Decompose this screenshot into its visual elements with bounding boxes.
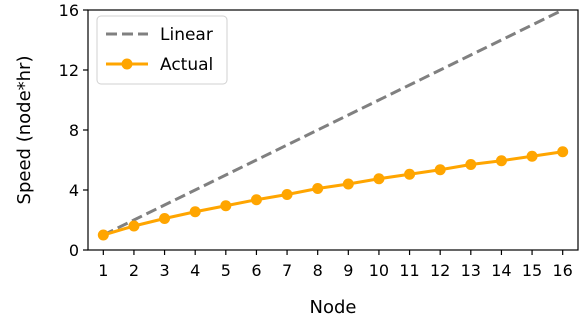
data-point-actual	[526, 150, 538, 162]
x-tick-label: 6	[251, 261, 261, 280]
x-tick-label: 9	[343, 261, 353, 280]
data-point-actual	[220, 200, 232, 212]
y-tick-label: 16	[59, 1, 79, 20]
series-line-linear	[102, 8, 564, 237]
y-tick-label: 4	[69, 181, 79, 200]
x-tick-label: 13	[461, 261, 481, 280]
data-point-actual	[557, 146, 569, 158]
x-tick-label: 8	[313, 261, 323, 280]
x-tick-label: 2	[129, 261, 139, 280]
y-tick-label: 0	[69, 241, 79, 260]
data-point-actual	[159, 213, 171, 224]
x-tick-label: 15	[522, 261, 542, 280]
x-tick-label: 7	[282, 261, 292, 280]
data-point-actual	[281, 189, 293, 200]
legend-label-linear: Linear	[160, 25, 213, 45]
data-point-actual	[373, 173, 385, 185]
x-tick-label: 3	[159, 261, 169, 280]
data-point-actual	[465, 159, 477, 170]
x-tick-label: 11	[399, 261, 419, 280]
data-point-actual	[189, 206, 201, 218]
data-point-actual	[97, 229, 109, 241]
legend-marker-actual	[121, 58, 133, 70]
y-axis-label: Speed (node*hr)	[14, 56, 35, 205]
x-tick-label: 10	[369, 261, 389, 280]
x-tick-label: 5	[221, 261, 231, 280]
data-point-actual	[434, 164, 446, 176]
y-tick-label: 12	[59, 61, 79, 80]
data-point-actual	[128, 220, 140, 232]
x-tick-label: 4	[190, 261, 200, 280]
data-point-actual	[250, 194, 262, 206]
x-tick-label: 16	[553, 261, 573, 280]
x-tick-label: 1	[98, 261, 108, 280]
x-tick-label: 12	[430, 261, 450, 280]
data-point-actual	[342, 178, 354, 190]
data-point-actual	[404, 168, 416, 180]
legend-label-actual: Actual	[160, 55, 213, 75]
x-tick-label: 14	[491, 261, 511, 280]
x-axis-label: Node	[310, 297, 357, 318]
y-tick-label: 8	[69, 121, 79, 140]
series-line-actual	[102, 150, 563, 237]
data-point-actual	[312, 183, 324, 194]
data-point-actual	[495, 155, 507, 167]
